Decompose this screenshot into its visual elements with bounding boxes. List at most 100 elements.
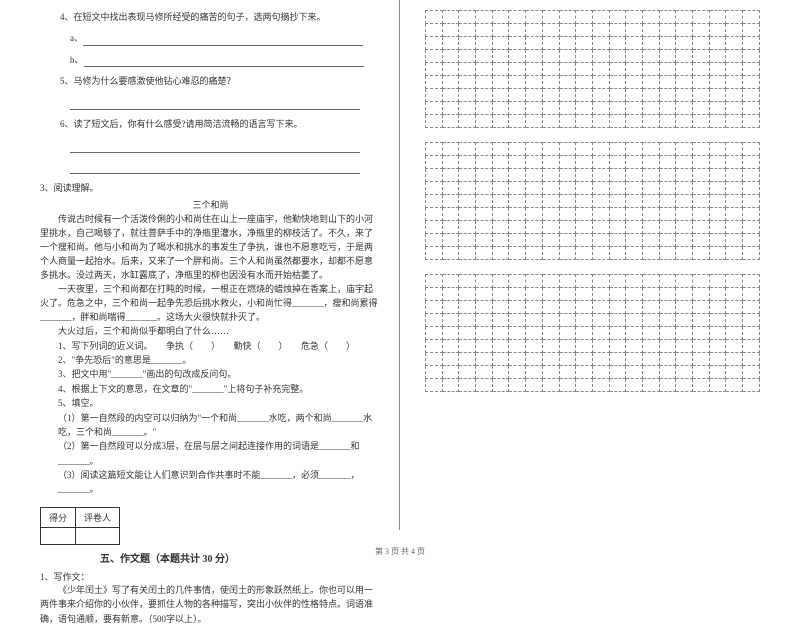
grid-cell <box>726 327 743 340</box>
grid-cell <box>492 37 509 50</box>
grid-cell <box>426 366 443 379</box>
grid-cell <box>743 11 760 24</box>
story-q3: 3、把文中用"_______"画出的句改成反问句。 <box>40 367 381 381</box>
grid-cell <box>726 275 743 288</box>
grid-cell <box>426 63 443 76</box>
score-header-1: 得分 <box>41 507 76 527</box>
grid-cell <box>592 102 609 115</box>
grid-cell <box>526 275 543 288</box>
grid-cell <box>526 50 543 63</box>
grid-cell <box>576 115 593 128</box>
grid-cell <box>693 221 710 234</box>
grid-cell <box>576 195 593 208</box>
grid-cell <box>642 314 659 327</box>
grid-cell <box>426 115 443 128</box>
q5-text: 5、马修为什么要感激使他钻心难忍的痛楚？ <box>60 76 236 86</box>
grid-cell <box>492 208 509 221</box>
q6-blank2 <box>40 160 381 174</box>
grid-cell <box>509 379 526 392</box>
grid-cell <box>476 234 493 247</box>
grid-cell <box>459 314 476 327</box>
grid-cell <box>693 169 710 182</box>
grid-cell <box>542 102 559 115</box>
grid-cell <box>676 63 693 76</box>
grid-cell <box>476 50 493 63</box>
composition-grid <box>425 274 760 392</box>
grid-cell <box>476 221 493 234</box>
grid-cell <box>693 24 710 37</box>
grid-cell <box>609 327 626 340</box>
grid-cell <box>426 314 443 327</box>
grid-cell <box>743 182 760 195</box>
grid-cell <box>459 353 476 366</box>
grid-cell <box>659 208 676 221</box>
grid-cell <box>476 353 493 366</box>
grid-cell <box>442 221 459 234</box>
grid-cell <box>726 37 743 50</box>
grid-cell <box>442 379 459 392</box>
grid-cell <box>576 379 593 392</box>
grid-cell <box>492 50 509 63</box>
grid-cell <box>559 275 576 288</box>
grid-cell <box>609 37 626 50</box>
q6-blank1 <box>40 138 381 152</box>
grid-cell <box>626 24 643 37</box>
grid-cell <box>442 37 459 50</box>
grid-cell <box>442 143 459 156</box>
grid-cell <box>526 37 543 50</box>
grid-cell <box>509 353 526 366</box>
grid-cell <box>626 143 643 156</box>
grid-cell <box>693 182 710 195</box>
grid-cell <box>743 63 760 76</box>
grid-cell <box>659 340 676 353</box>
grid-cell <box>559 24 576 37</box>
grid-cell <box>743 288 760 301</box>
grid-cell <box>676 327 693 340</box>
grid-cell <box>476 208 493 221</box>
grid-cell <box>609 221 626 234</box>
grid-cell <box>743 143 760 156</box>
grid-cell <box>459 169 476 182</box>
grid-cell <box>442 182 459 195</box>
grid-cell <box>509 182 526 195</box>
grid-cell <box>576 50 593 63</box>
grid-cell <box>542 379 559 392</box>
grid-cell <box>542 247 559 260</box>
grid-cell <box>476 379 493 392</box>
grid-cell <box>676 288 693 301</box>
grid-cell <box>526 234 543 247</box>
grid-cell <box>542 182 559 195</box>
grid-cell <box>459 76 476 89</box>
grid-cell <box>609 63 626 76</box>
grid-cell <box>542 63 559 76</box>
grid-cell <box>709 169 726 182</box>
grid-cell <box>743 76 760 89</box>
grid-cell <box>659 247 676 260</box>
grid-cell <box>559 379 576 392</box>
grid-cell <box>509 340 526 353</box>
grid-cell <box>592 234 609 247</box>
grid-cell <box>492 76 509 89</box>
grid-cell <box>559 102 576 115</box>
grid-cell <box>642 169 659 182</box>
grid-cell <box>709 288 726 301</box>
grid-cell <box>642 234 659 247</box>
grid-cell <box>476 115 493 128</box>
grid-cell <box>609 301 626 314</box>
grid-cell <box>442 301 459 314</box>
grid-cell <box>492 379 509 392</box>
grid-cell <box>626 169 643 182</box>
grid-cell <box>592 195 609 208</box>
grid-cell <box>576 288 593 301</box>
grid-cell <box>726 11 743 24</box>
q4-line-b: b、 <box>40 53 381 67</box>
grid-cell <box>459 50 476 63</box>
grid-cell <box>743 24 760 37</box>
grid-cell <box>726 50 743 63</box>
grid-cell <box>576 11 593 24</box>
blank-line <box>70 100 360 110</box>
grid-cell <box>626 11 643 24</box>
grid-cell <box>509 221 526 234</box>
grid-cell <box>726 102 743 115</box>
grid-cell <box>476 340 493 353</box>
